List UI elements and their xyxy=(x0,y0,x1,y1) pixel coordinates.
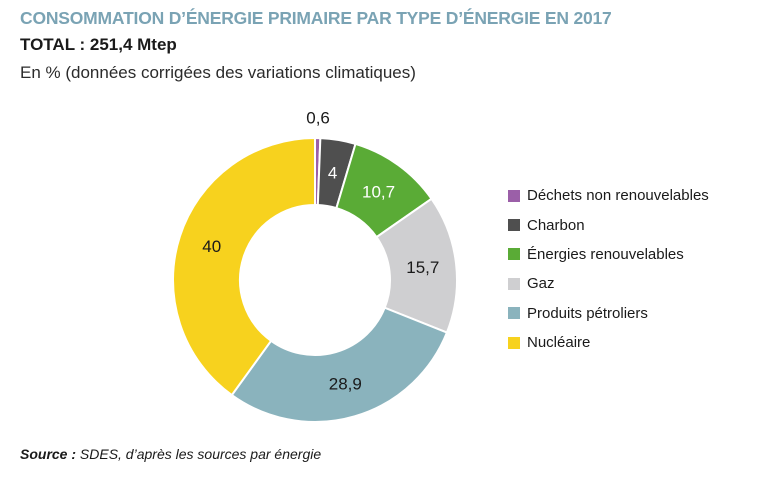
legend-item-nucleaire: Nucléaire xyxy=(508,328,709,357)
legend-label: Produits pétroliers xyxy=(527,304,648,322)
source-text: SDES, d’après les sources par énergie xyxy=(76,446,322,462)
legend-swatch xyxy=(508,336,520,349)
donut-slice-4 xyxy=(230,306,449,423)
legend-label: Déchets non renouvelables xyxy=(527,187,709,205)
legend-item-petroliers: Produits pétroliers xyxy=(508,299,709,328)
legend-label: Nucléaire xyxy=(527,334,591,352)
legend-swatch xyxy=(508,248,520,261)
donut-value-label-0: 0,6 xyxy=(306,109,330,128)
donut-value-label-5: 40 xyxy=(202,237,221,256)
legend-swatch xyxy=(508,277,520,290)
donut-value-label-1: 4 xyxy=(328,163,337,182)
donut-value-label-2: 10,7 xyxy=(362,183,395,202)
legend-item-renouvelables: Énergies renouvelables xyxy=(508,240,709,269)
legend-item-charbon: Charbon xyxy=(508,210,709,239)
source-note: Source : SDES, d’après les sources par é… xyxy=(20,446,321,462)
donut-value-label-4: 28,9 xyxy=(329,375,362,394)
donut-value-label-3: 15,7 xyxy=(406,258,439,277)
total-label: TOTAL : 251,4 Mtep xyxy=(20,35,177,54)
legend-label: Charbon xyxy=(527,216,585,234)
legend-swatch xyxy=(508,219,520,232)
donut-slice-5 xyxy=(172,136,316,397)
legend-item-dechets: Déchets non renouvelables xyxy=(508,181,709,210)
legend-swatch xyxy=(508,189,520,202)
legend-label: Gaz xyxy=(527,275,555,293)
legend-label: Énergies renouvelables xyxy=(527,245,684,263)
legend-item-gaz: Gaz xyxy=(508,269,709,298)
source-label: Source : xyxy=(20,446,77,462)
chart-legend: Déchets non renouvelables Charbon Énergi… xyxy=(508,181,709,357)
chart-subtitle: En % (données corrigées des variations c… xyxy=(20,63,416,82)
legend-swatch xyxy=(508,307,520,320)
chart-title: CONSOMMATION D’ÉNERGIE PRIMAIRE PAR TYPE… xyxy=(20,8,612,28)
